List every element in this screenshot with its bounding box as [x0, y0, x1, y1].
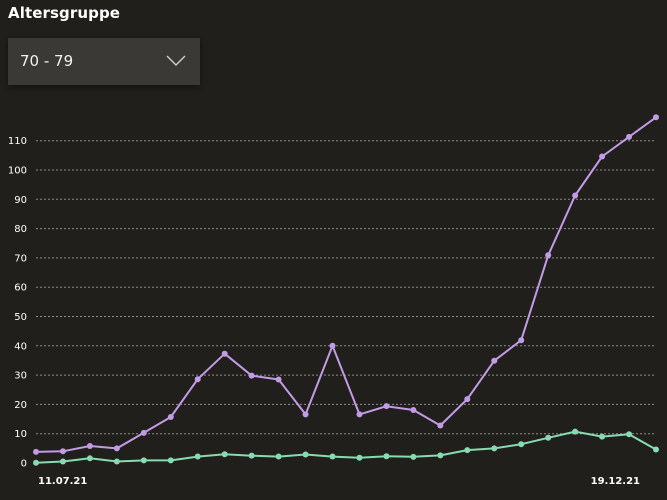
- data-point: [410, 406, 417, 413]
- data-point: [33, 459, 39, 466]
- data-point: [356, 411, 363, 418]
- data-point: [599, 153, 606, 160]
- data-point: [383, 453, 390, 460]
- data-point: [221, 350, 228, 357]
- data-point: [653, 446, 659, 453]
- data-point: [626, 431, 633, 438]
- data-point: [194, 453, 201, 460]
- data-point: [248, 452, 255, 459]
- series-line-2: [35, 430, 657, 464]
- data-point: [545, 434, 552, 441]
- data-point: [275, 453, 282, 460]
- y-tick-label: 30: [14, 371, 27, 382]
- age-group-dropdown[interactable]: 70 - 79: [8, 38, 200, 85]
- data-point: [572, 192, 579, 199]
- data-point: [545, 252, 552, 259]
- y-tick-label: 50: [14, 312, 27, 323]
- data-point: [626, 133, 633, 140]
- data-point: [572, 428, 579, 435]
- data-point: [464, 396, 471, 403]
- x-start-date-label: 11.07.21: [38, 476, 87, 487]
- data-point: [491, 445, 498, 452]
- data-point: [437, 422, 444, 429]
- data-point: [302, 451, 309, 458]
- data-point: [410, 453, 417, 460]
- y-tick-label: 60: [14, 283, 27, 294]
- y-tick-label: 90: [14, 195, 27, 206]
- data-point: [491, 357, 498, 364]
- series-line-1: [35, 116, 657, 453]
- data-point: [329, 342, 336, 349]
- data-point: [59, 458, 66, 465]
- y-tick-label: 20: [14, 400, 27, 411]
- data-point: [518, 337, 525, 344]
- data-point: [140, 429, 147, 436]
- data-point: [437, 452, 444, 459]
- data-point: [113, 445, 120, 452]
- data-point: [356, 454, 363, 461]
- y-tick-label: 70: [14, 253, 27, 264]
- data-point: [167, 413, 174, 420]
- data-point: [33, 448, 39, 455]
- y-tick-label: 10: [14, 429, 27, 440]
- data-point: [248, 372, 255, 379]
- data-point: [86, 455, 93, 462]
- y-tick-label: 110: [8, 136, 27, 147]
- data-point: [464, 447, 471, 454]
- section-title: Altersgruppe: [8, 4, 121, 22]
- data-point: [599, 433, 606, 440]
- data-point: [86, 443, 93, 450]
- data-point: [221, 451, 228, 458]
- dropdown-selected-value: 70 - 79: [20, 52, 74, 70]
- y-tick-label: 100: [8, 166, 27, 177]
- data-point: [59, 448, 66, 455]
- data-point: [329, 453, 336, 460]
- data-point: [140, 457, 147, 464]
- data-point: [302, 411, 309, 418]
- chevron-down-icon: [166, 55, 186, 66]
- data-point: [113, 458, 120, 465]
- y-tick-label: 0: [21, 459, 27, 470]
- x-end-date-label: 19.12.21: [591, 476, 640, 487]
- data-point: [167, 457, 174, 464]
- y-tick-label: 80: [14, 224, 27, 235]
- y-tick-label: 40: [14, 341, 27, 352]
- data-point: [194, 376, 201, 383]
- data-point: [275, 376, 282, 383]
- data-point: [383, 403, 390, 410]
- data-point: [653, 114, 659, 121]
- data-point: [518, 441, 525, 448]
